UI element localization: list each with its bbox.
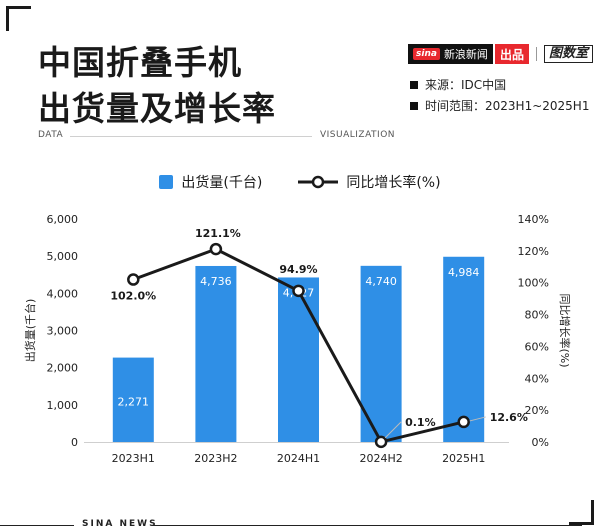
bar-value-label: 4,736 [200,275,232,288]
y-right-axis-title: 同比增长率(%) [558,293,572,367]
brand-separator [535,47,537,61]
growth-point [292,284,305,298]
footer-rule-left [0,525,74,526]
y-right-tick-label: 60% [525,340,549,353]
growth-value-label: 102.0% [110,290,156,303]
x-tick-label: 2024H2 [359,452,402,465]
time-range-note: 时间范围：2023H1~2025H1 [410,97,589,114]
legend-line-marker-icon [298,175,339,189]
chart-title: 中国折叠手机 出货量及增长率 [38,40,276,132]
growth-point [457,415,470,429]
corner-mark-bottom-right [569,500,594,525]
growth-value-label: 94.9% [279,263,317,276]
y-right-tick-label: 0% [532,436,549,449]
growth-value-label: 121.1% [195,227,241,240]
growth-value-label: 0.1% [405,416,436,429]
y-left-tick-label: 1,000 [47,399,79,412]
bar-2025H1 [443,256,485,442]
label-leader-line [469,416,486,422]
chart-title-line1: 中国折叠手机 [38,43,242,82]
tagline-rule [70,136,312,137]
y-right-tick-label: 120% [518,245,549,258]
legend-bar-swatch [159,175,174,189]
legend-label-shipments: 出货量(千台) [181,175,263,191]
y-right-tick-label: 20% [525,404,549,417]
legend-label-growth: 同比增长率(%) [346,175,441,191]
tagline-visualization: VISUALIZATION [320,130,396,140]
y-left-tick-label: 3,000 [47,325,79,338]
corner-mark-top-left [6,6,31,31]
y-right-tick-label: 140% [518,213,549,226]
y-right-tick-label: 40% [525,372,549,385]
y-left-tick-label: 2,000 [47,362,79,375]
y-left-axis-title: 出货量(千台) [23,299,37,363]
footer-brand: SINA NEWS [82,519,158,529]
footer-rule-right [152,525,582,526]
x-tick-label: 2023H2 [194,452,237,465]
y-left-tick-label: 4,000 [47,287,79,300]
growth-point [374,435,388,449]
tagline-data: DATA [38,130,64,140]
brand-column-logo: 图数室 [543,45,593,63]
x-tick-label: 2023H1 [112,452,155,465]
y-left-tick-label: 5,000 [47,250,79,263]
source-note: 来源：IDC中国 [410,76,506,93]
chart-title-line2: 出货量及增长率 [38,89,276,128]
label-leader-line [384,421,402,439]
bar-value-label: 4,740 [365,275,397,288]
source-text: 来源：IDC中国 [425,78,507,92]
x-tick-label: 2024H1 [277,452,320,465]
growth-point [127,273,140,286]
y-right-tick-label: 80% [525,309,549,322]
bar-2023H1 [112,357,154,442]
y-left-tick-label: 6,000 [47,213,79,226]
bar-2024H2 [360,265,402,442]
bullet-square-icon [410,101,418,110]
legend-item-growth: 同比增长率(%) [298,172,441,192]
time-range-text: 时间范围：2023H1~2025H1 [425,99,590,113]
bullet-square-icon [410,80,418,89]
chart-legend: 出货量(千台) 同比增长率(%) [0,172,600,192]
brand-bar: sina 新浪新闻 出品 图数室 [408,44,593,64]
growth-value-label: 12.6% [490,411,528,424]
brand-site-name: 新浪新闻 [443,48,488,61]
bar-2024H1 [278,277,319,442]
growth-point [209,242,223,256]
brand-product-badge: 出品 [494,44,529,64]
sina-logo-icon: sina [413,48,440,60]
bar-value-label: 2,271 [118,396,150,409]
y-left-tick-label: 0 [71,436,78,449]
bar-value-label: 4,984 [448,266,480,279]
x-tick-label: 2025H1 [442,452,485,465]
brand-sina-news: sina 新浪新闻 [408,44,493,64]
bar-2023H2 [195,265,237,442]
y-right-tick-label: 100% [518,277,549,290]
legend-item-shipments: 出货量(千台) [159,172,262,192]
